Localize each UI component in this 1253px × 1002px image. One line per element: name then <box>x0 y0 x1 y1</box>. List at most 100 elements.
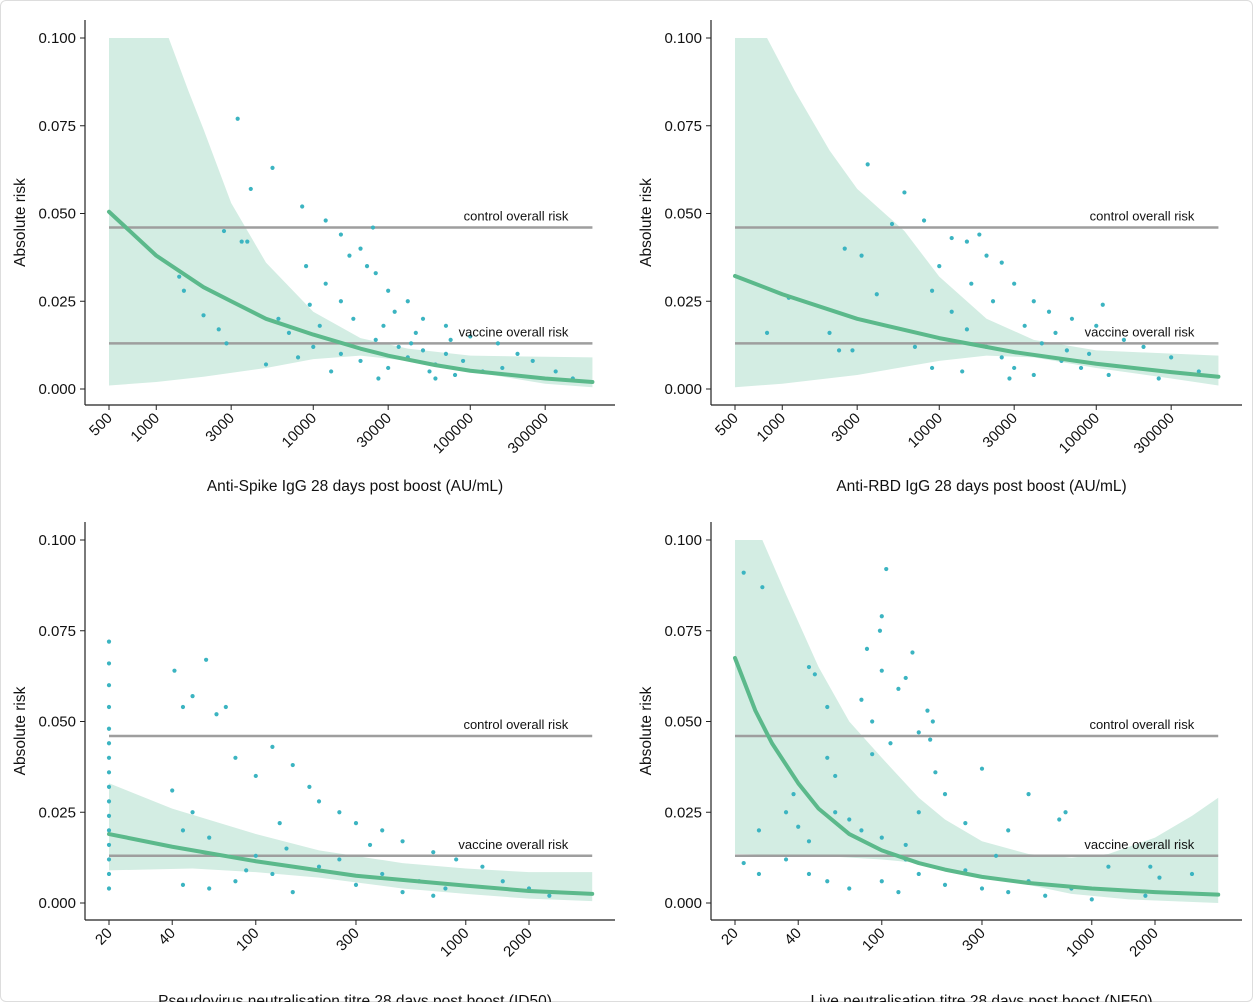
data-point <box>353 882 359 887</box>
x-tick-label: 300 <box>959 925 989 955</box>
data-point <box>928 737 933 742</box>
data-point <box>1039 341 1044 346</box>
y-tick-label: 0.050 <box>664 206 702 223</box>
x-tick-label: 2000 <box>500 925 536 961</box>
data-point <box>277 821 282 826</box>
y-tick-label: 0.075 <box>38 623 76 640</box>
data-point <box>235 116 240 121</box>
data-point <box>847 817 852 822</box>
data-point <box>806 871 812 877</box>
data-point <box>870 719 875 724</box>
y-axis-title: Absolute risk <box>12 686 29 775</box>
data-point <box>912 344 918 349</box>
data-point <box>452 372 458 378</box>
data-point <box>921 218 927 223</box>
y-tick-label: 0.025 <box>664 804 702 821</box>
data-point <box>902 190 907 195</box>
data-point <box>386 288 391 293</box>
data-point <box>964 327 970 332</box>
data-point <box>1046 309 1052 314</box>
data-point <box>969 281 974 286</box>
data-point <box>106 799 112 804</box>
y-axis-title: Absolute risk <box>12 178 29 267</box>
x-tick-label: 2000 <box>1126 925 1162 961</box>
data-point <box>373 271 378 276</box>
data-point <box>1022 323 1027 328</box>
data-point <box>1141 344 1146 349</box>
data-point <box>1106 864 1111 869</box>
x-tick-label: 1000 <box>437 925 473 961</box>
x-tick-label: 1000 <box>1063 925 1099 961</box>
y-axis-title: Absolute risk <box>638 178 655 267</box>
reference-line-label: control overall risk <box>1090 209 1195 224</box>
data-point <box>1031 299 1036 304</box>
x-tick-label: 10000 <box>279 410 321 452</box>
data-point <box>1064 348 1069 353</box>
data-point <box>999 260 1004 265</box>
data-point <box>420 316 426 321</box>
data-point <box>106 828 112 833</box>
data-point <box>1094 323 1099 328</box>
x-tick-label: 1000 <box>753 410 789 446</box>
y-tick-label: 0.050 <box>664 714 702 731</box>
data-point <box>864 646 870 652</box>
data-point <box>207 886 212 891</box>
data-point <box>741 860 746 866</box>
fitted-curve <box>107 832 595 896</box>
data-point <box>929 288 935 293</box>
data-point <box>367 842 373 848</box>
data-point <box>358 358 363 364</box>
data-point <box>351 316 356 321</box>
data-point <box>290 762 295 768</box>
x-tick-label: 300 <box>333 925 363 955</box>
data-point <box>443 886 448 891</box>
data-point <box>405 299 410 304</box>
data-point <box>942 882 948 887</box>
x-tick-label: 300000 <box>1131 410 1178 457</box>
data-point <box>214 712 219 717</box>
data-point <box>239 239 244 244</box>
data-point <box>500 365 505 371</box>
data-point <box>1078 365 1084 371</box>
data-point <box>764 330 770 335</box>
data-point <box>286 330 292 335</box>
data-point <box>323 281 328 286</box>
data-point <box>443 351 449 356</box>
data-point <box>216 327 221 332</box>
x-tick-label: 20 <box>718 925 742 949</box>
reference-line-label: vaccine overall risk <box>459 324 569 339</box>
data-point <box>960 369 965 374</box>
data-point <box>916 730 921 735</box>
data-point <box>337 857 342 862</box>
data-point <box>431 893 436 898</box>
data-point <box>1006 828 1011 833</box>
data-point <box>1156 376 1161 381</box>
reference-line-label: control overall risk <box>463 717 568 732</box>
data-point <box>949 309 954 314</box>
x-tick-label: 500 <box>86 410 116 440</box>
data-point <box>942 792 948 797</box>
panel-3: control overall risk vaccine overall risk… <box>12 522 615 1002</box>
data-point <box>253 773 258 779</box>
data-point <box>903 842 908 848</box>
confidence-band <box>109 783 593 902</box>
data-point <box>859 253 864 258</box>
data-point <box>1169 355 1174 360</box>
data-point <box>353 821 359 826</box>
data-point <box>106 813 112 818</box>
data-point <box>180 882 186 887</box>
x-tick-label: 30000 <box>353 410 395 452</box>
data-point <box>903 675 908 681</box>
data-point <box>791 792 796 797</box>
y-tick-label: 0.000 <box>38 381 76 398</box>
data-point <box>106 857 112 862</box>
data-point <box>376 376 381 381</box>
data-point <box>949 235 954 241</box>
data-point <box>910 650 915 655</box>
data-point <box>373 337 378 342</box>
data-point <box>180 704 186 710</box>
data-point <box>756 828 762 833</box>
y-tick-label: 0.025 <box>664 293 702 310</box>
data-point <box>233 879 238 884</box>
